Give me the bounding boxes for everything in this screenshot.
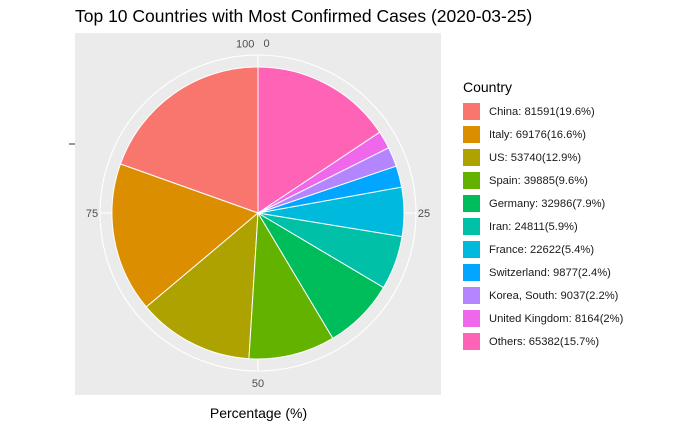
legend-item: United Kingdom: 8164(2%) <box>463 307 623 330</box>
legend-item: Italy: 69176(16.6%) <box>463 123 623 146</box>
legend-item: Others: 65382(15.7%) <box>463 330 623 353</box>
legend-item: Iran: 24811(5.9%) <box>463 215 623 238</box>
legend-label: US: 53740(12.9%) <box>489 151 582 164</box>
legend-key <box>463 218 480 235</box>
legend-item: China: 81591(19.6%) <box>463 100 623 123</box>
legend-key <box>463 333 480 350</box>
legend-label: Iran: 24811(5.9%) <box>489 220 578 233</box>
legend-key <box>463 287 480 304</box>
legend-label: Italy: 69176(16.6%) <box>489 128 587 141</box>
legend-item: France: 22622(5.4%) <box>463 238 623 261</box>
legend-label: China: 81591(19.6%) <box>489 105 595 118</box>
legend-title: Country <box>463 79 513 95</box>
theta-tick-label: 50 <box>252 378 264 390</box>
legend-item: Germany: 32986(7.9%) <box>463 192 623 215</box>
legend-item: Switzerland: 9877(2.4%) <box>463 261 623 284</box>
theta-axis-ticks: 100 0 25 50 75 <box>86 38 430 390</box>
legend-key <box>463 172 480 189</box>
pie-slice-others <box>257 66 381 214</box>
legend-key <box>463 241 480 258</box>
legend-key <box>463 103 480 120</box>
legend-label: France: 22622(5.4%) <box>489 243 595 256</box>
pie-slice-china <box>119 66 259 214</box>
theta-tick-label: 0 <box>263 38 269 50</box>
legend-item: US: 53740(12.9%) <box>463 146 623 169</box>
pie-slices <box>111 66 405 360</box>
legend-label: Germany: 32986(7.9%) <box>489 197 606 210</box>
legend-key <box>463 149 480 166</box>
legend-label: Korea, South: 9037(2.2%) <box>489 289 619 302</box>
theta-tick-label: 75 <box>86 208 98 220</box>
theta-tick-label: 100 <box>236 38 254 50</box>
pie-slice-italy <box>111 163 259 308</box>
legend-key <box>463 126 480 143</box>
legend-item: Spain: 39885(9.6%) <box>463 169 623 192</box>
pie-slice-us <box>145 211 259 360</box>
legend: Country China: 81591(19.6%) Italy: 69176(… <box>463 79 623 353</box>
theta-tick-label: 25 <box>418 208 430 220</box>
legend-item: Korea, South: 9037(2.2%) <box>463 284 623 307</box>
pie-slice-spain <box>248 211 334 360</box>
legend-label: Spain: 39885(9.6%) <box>489 174 588 187</box>
chart-title: Top 10 Countries with Most Confirmed Cas… <box>75 6 533 26</box>
legend-key <box>463 264 480 281</box>
legend-key <box>463 310 480 327</box>
legend-key <box>463 195 480 212</box>
legend-label: Switzerland: 9877(2.4%) <box>489 266 611 279</box>
x-axis-label: Percentage (%) <box>209 405 308 421</box>
legend-label: United Kingdom: 8164(2%) <box>489 312 624 325</box>
legend-label: Others: 65382(15.7%) <box>489 335 600 348</box>
